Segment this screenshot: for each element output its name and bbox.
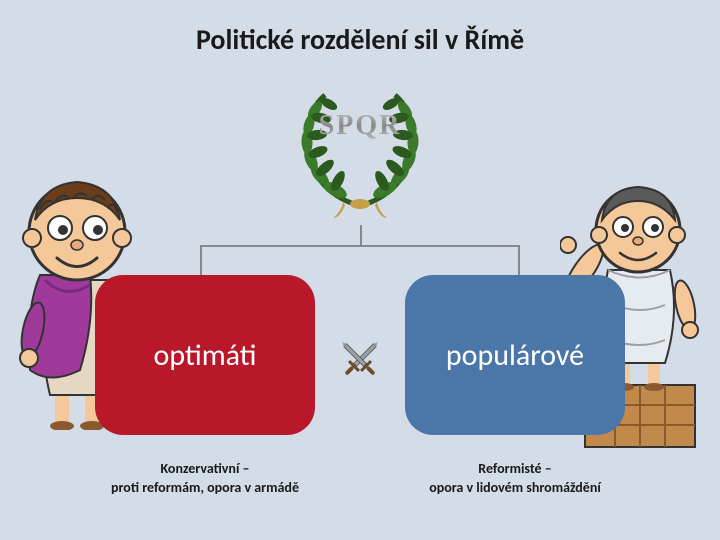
desc-line: proti reformám, opora v armádě [111,479,299,496]
popularove-description: Reformisté – opora v lidovém shromáždění [385,460,645,498]
page-title: Politické rozdělení sil v Římě [0,0,720,57]
popularove-label: populárové [446,337,584,374]
org-connector [200,225,520,275]
optimati-label: optimáti [154,337,257,374]
spqr-text: SPQR [319,110,402,142]
optimati-description: Konzervativní – proti reformám, opora v … [75,460,335,498]
laurel-wreath-icon [285,70,435,220]
optimati-card: optimáti [95,275,315,435]
desc-line: Konzervativní – [160,460,249,477]
popularove-card: populárové [405,275,625,435]
desc-line: Reformisté – [478,460,551,477]
desc-line: opora v lidovém shromáždění [429,479,601,496]
crossed-swords-icon [335,335,385,385]
